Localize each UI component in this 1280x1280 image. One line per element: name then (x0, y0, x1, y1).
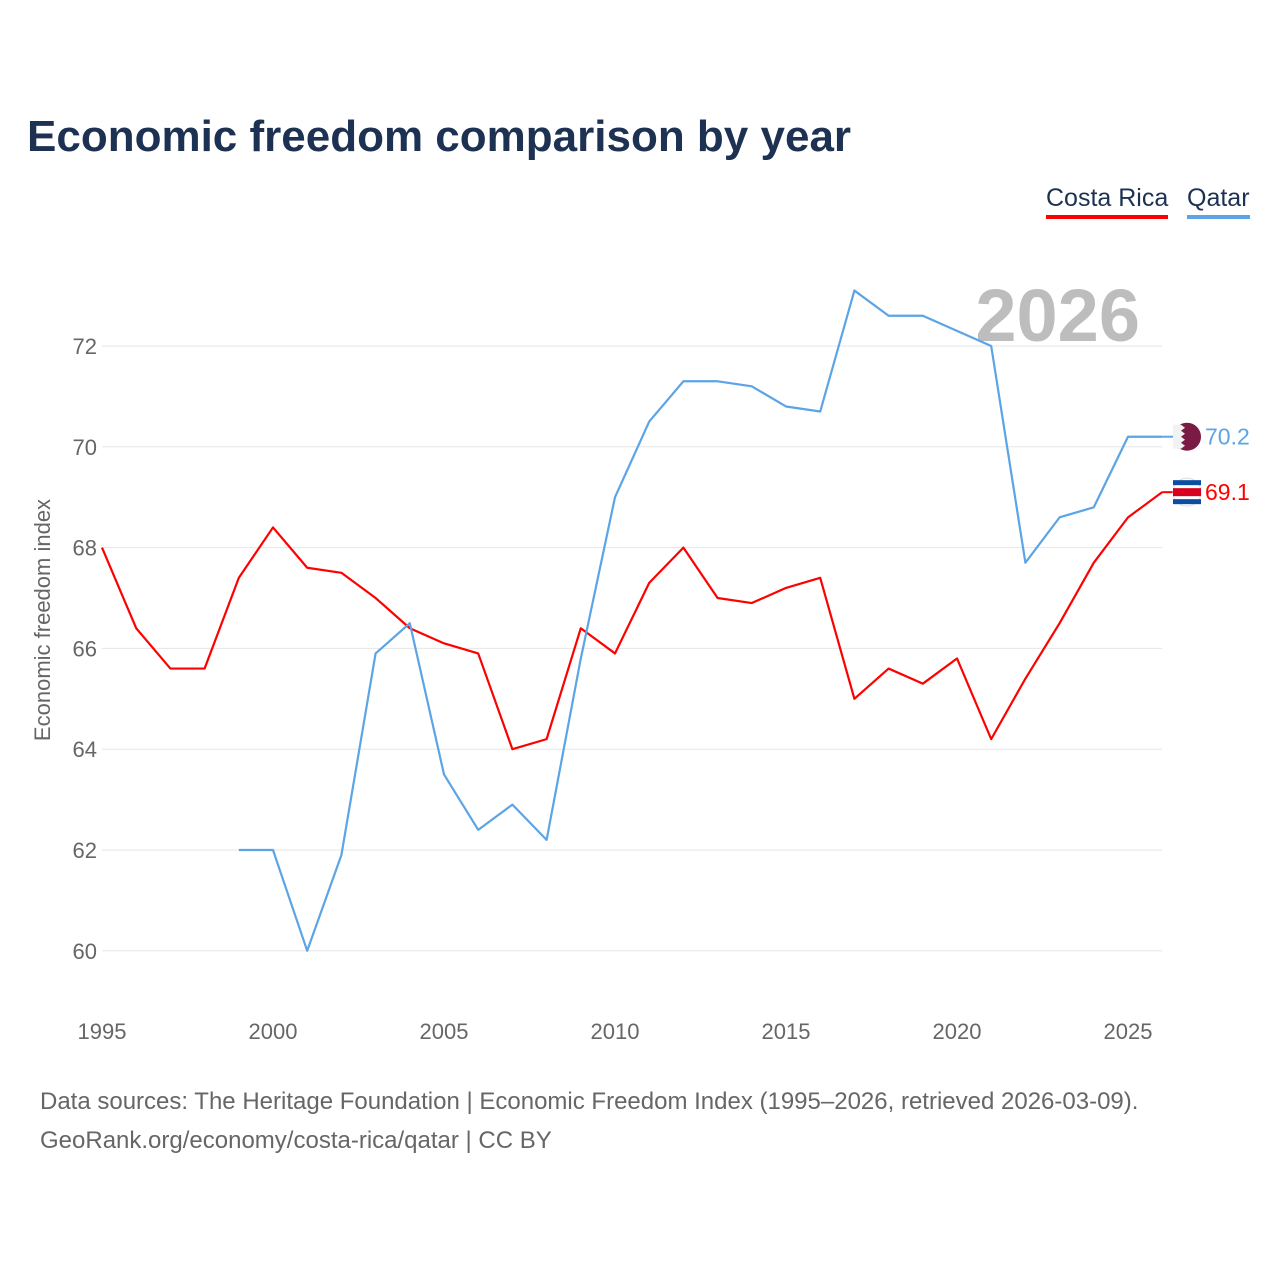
legend-qatar[interactable]: Qatar (1187, 184, 1250, 219)
x-tick-label: 1995 (78, 1019, 127, 1044)
y-tick-label: 72 (73, 334, 97, 359)
year-overlay: 2026 (975, 274, 1140, 357)
flag-serration (1173, 424, 1185, 449)
chart-title: Economic freedom comparison by year (27, 112, 852, 161)
y-tick-label: 62 (73, 838, 97, 863)
source-url: GeoRank.org/economy/costa-rica/qatar | C… (40, 1127, 552, 1154)
series-line-qatar (238, 289, 1163, 952)
x-tick-label: 2025 (1104, 1019, 1153, 1044)
series-line-costa-rica (100, 491, 1163, 751)
flag-stripe (1173, 480, 1201, 486)
y-tick-label: 70 (73, 435, 97, 460)
end-value-label: 69.1 (1205, 479, 1250, 505)
end-value-label: 70.2 (1205, 424, 1250, 450)
flag-stripe (1173, 488, 1201, 497)
y-tick-label: 68 (73, 536, 97, 561)
x-tick-label: 2010 (591, 1019, 640, 1044)
y-tick-label: 60 (73, 939, 97, 964)
y-tick-label: 64 (73, 737, 97, 762)
x-tick-label: 2020 (933, 1019, 982, 1044)
legend-costa-rica[interactable]: Costa Rica (1046, 184, 1169, 219)
x-tick-label: 2005 (420, 1019, 469, 1044)
x-tick-label: 2000 (249, 1019, 298, 1044)
flag-stripe (1173, 499, 1201, 505)
x-tick-label: 2015 (762, 1019, 811, 1044)
y-axis-label: Economic freedom index (30, 499, 55, 741)
source-text: Data sources: The Heritage Foundation | … (40, 1088, 1139, 1115)
y-tick-label: 66 (73, 636, 97, 661)
